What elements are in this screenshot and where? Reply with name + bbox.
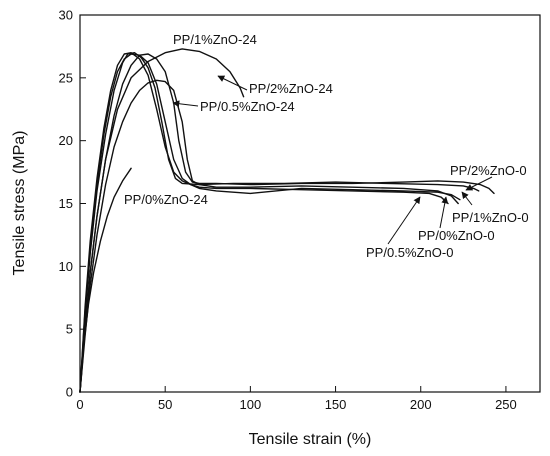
y-tick-label: 10 [59,259,73,274]
label-pp0-24: PP/0%ZnO-24 [124,192,208,207]
label-pp1-24: PP/1%ZnO-24 [173,32,257,47]
arrow-pp2-24 [217,75,248,91]
annotation-arrows [172,75,493,245]
y-tick-label: 20 [59,133,73,148]
series-line-pp-0-5-zno-0 [79,52,449,393]
arrow-pp05-24 [172,100,199,108]
y-tick-label: 15 [59,196,73,211]
label-pp1-0: PP/1%ZnO-0 [452,210,529,225]
arrow-pp0-0 [439,196,449,229]
series-line-pp-0-5-zno-24 [79,79,459,393]
label-pp2-0: PP/2%ZnO-0 [450,163,527,178]
x-tick-label: 0 [76,397,83,412]
y-axis-ticks: 0 5 10 15 20 25 30 [59,8,86,400]
arrow-pp1-0 [461,191,473,206]
x-tick-label: 100 [240,397,262,412]
x-tick-label: 200 [410,397,432,412]
y-axis-title: Tensile stress (MPa) [11,131,28,276]
y-tick-label: 5 [66,322,73,337]
label-pp2-24: PP/2%ZnO-24 [249,81,333,96]
label-pp05-0: PP/0.5%ZnO-0 [366,245,453,260]
x-tick-label: 250 [495,397,517,412]
x-axis-ticks: 0 50 100 150 200 250 [76,386,517,412]
series-line-pp-0-zno-0 [79,53,461,393]
x-axis-title: Tensile strain (%) [249,431,372,448]
label-pp05-24: PP/0.5%ZnO-24 [200,99,295,114]
y-tick-label: 25 [59,70,73,85]
series-line-pp-2-zno-24 [79,53,495,393]
y-tick-label: 0 [66,385,73,400]
arrow-pp05-0 [387,196,421,245]
arrow-pp2-0 [465,176,493,191]
label-pp0-0: PP/0%ZnO-0 [418,228,495,243]
series-line-pp-1-zno-0 [79,52,480,393]
x-tick-label: 50 [158,397,172,412]
y-tick-label: 30 [59,8,73,23]
plot-area: 0 50 100 150 200 250 0 5 10 15 20 25 30 [59,8,541,412]
x-tick-label: 150 [325,397,347,412]
curves-group [79,48,495,393]
